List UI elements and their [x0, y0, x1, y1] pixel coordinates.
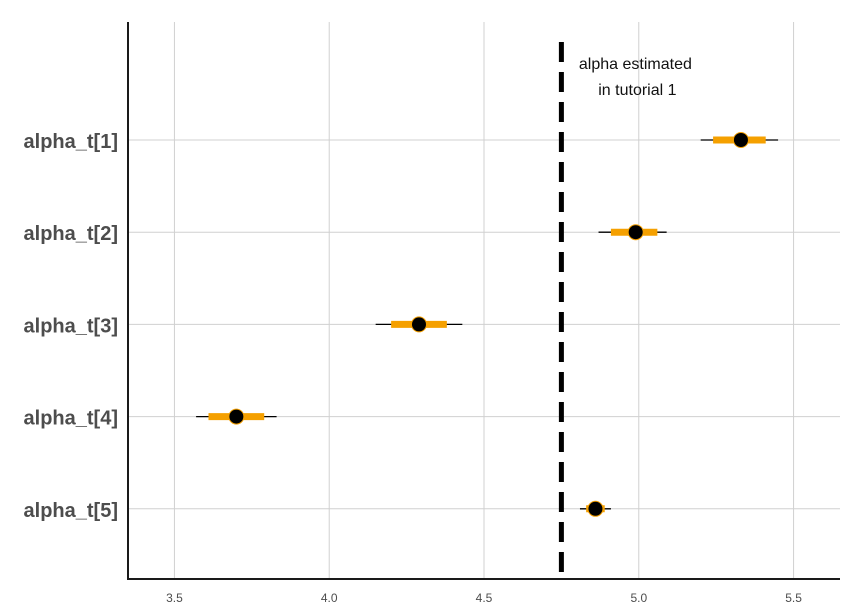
x-tick-label-2: 4.5	[476, 591, 493, 605]
point-estimate-3	[410, 316, 427, 333]
point-estimate-1	[732, 132, 749, 148]
y-category-label-5: alpha_t[5]	[24, 500, 118, 522]
y-category-label-4: alpha_t[4]	[24, 408, 118, 430]
y-category-label-2: alpha_t[2]	[24, 223, 118, 245]
point-estimate-4	[228, 408, 245, 425]
axes-layer	[127, 22, 840, 580]
y-category-label-1: alpha_t[1]	[24, 131, 118, 153]
x-tick-label-0: 3.5	[166, 591, 183, 605]
x-tick-labels: 3.5 4.0 4.5 5.0 5.5	[166, 591, 802, 605]
x-tick-label-4: 5.5	[785, 591, 802, 605]
reference-label-line-2: in tutorial 1	[598, 82, 676, 99]
x-tick-label-1: 4.0	[321, 591, 338, 605]
point-estimate-5	[587, 500, 604, 517]
reference-layer: alpha estimated in tutorial 1	[558, 42, 692, 579]
y-category-labels: alpha_t[1] alpha_t[2] alpha_t[3] alpha_t[4]…	[24, 131, 118, 522]
x-tick-label-3: 5.0	[630, 591, 647, 605]
marks-layer	[196, 132, 779, 517]
y-category-label-3: alpha_t[3]	[24, 315, 118, 337]
grid-layer	[128, 22, 840, 579]
reference-label-line-1: alpha estimated	[579, 56, 692, 73]
point-estimate-2	[627, 224, 644, 241]
